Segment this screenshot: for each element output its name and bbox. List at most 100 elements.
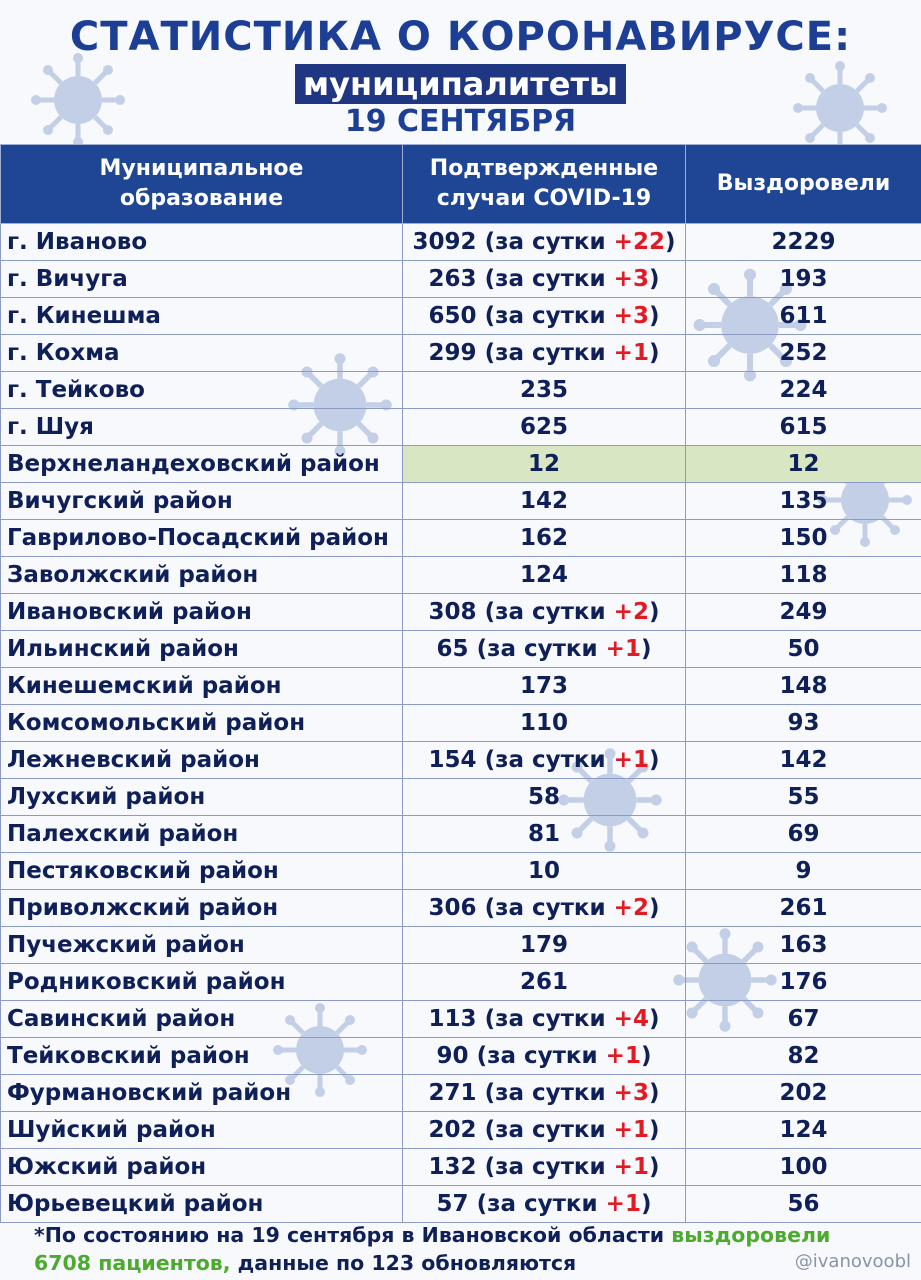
page-date: 19 СЕНТЯБРЯ: [344, 104, 577, 139]
delta-prefix: (за сутки: [484, 599, 614, 625]
confirmed-value: 3092: [412, 229, 477, 255]
delta-prefix: (за сутки: [484, 1006, 614, 1032]
confirmed-value: 10: [527, 858, 560, 884]
delta-suffix: ): [664, 229, 676, 255]
recovered-cell: 176: [685, 963, 921, 1001]
stats-table: Муниципальное образование Подтвержденные…: [0, 144, 921, 1223]
confirmed-value: 271: [428, 1080, 477, 1106]
recovered-cell: 249: [685, 593, 921, 631]
daily-delta: +22: [613, 229, 665, 255]
municipality-name: Родниковский район: [0, 963, 403, 1001]
column-header-line: образование: [119, 186, 284, 211]
subtitle-wrap: муниципалитеты: [0, 64, 921, 104]
confirmed-cell: 261: [402, 963, 686, 1001]
delta-prefix: (за сутки: [484, 303, 614, 329]
column-header-line: случаи COVID-19: [436, 186, 652, 211]
municipality-name: Ильинский район: [0, 630, 403, 668]
delta-prefix: (за сутки: [476, 1043, 606, 1069]
daily-delta: +3: [613, 266, 649, 292]
recovered-cell: 118: [685, 556, 921, 594]
recovered-cell: 12: [685, 445, 921, 483]
municipality-name: Верхнеландеховский район: [0, 445, 403, 483]
municipality-name: Южский район: [0, 1148, 403, 1186]
daily-delta: +3: [613, 1080, 649, 1106]
confirmed-value: 650: [428, 303, 477, 329]
table-row: Савинский район 113 (за сутки +4) 67: [0, 1000, 921, 1038]
delta-prefix: (за сутки: [484, 1080, 614, 1106]
footnote-text-end: данные по 123 обновляются: [230, 1251, 577, 1275]
column-header-line: Подтвержденные: [429, 156, 659, 181]
confirmed-value: 58: [527, 784, 560, 810]
delta-suffix: ): [648, 1006, 660, 1032]
footnote-text: *По состоянию на 19 сентября в Ивановско…: [34, 1223, 672, 1247]
table-row: Комсомольский район 110 93: [0, 704, 921, 742]
municipality-name: г. Вичуга: [0, 260, 403, 298]
confirmed-value: 132: [428, 1154, 477, 1180]
confirmed-cell: 625: [402, 408, 686, 446]
table-row: г. Иваново 3092 (за сутки +22) 2229: [0, 223, 921, 261]
column-header-confirmed: Подтвержденные случаи COVID-19: [402, 144, 686, 224]
municipality-name: Ивановский район: [0, 593, 403, 631]
table-row: Ильинский район 65 (за сутки +1) 50: [0, 630, 921, 668]
confirmed-cell: 142: [402, 482, 686, 520]
delta-suffix: ): [640, 1043, 652, 1069]
delta-prefix: (за сутки: [484, 1154, 614, 1180]
confirmed-value: 113: [428, 1006, 477, 1032]
delta-suffix: ): [648, 1154, 660, 1180]
table-row: Шуйский район 202 (за сутки +1) 124: [0, 1111, 921, 1149]
municipality-name: Юрьевецкий район: [0, 1185, 403, 1223]
confirmed-cell: 132 (за сутки +1): [402, 1148, 686, 1186]
confirmed-cell: 3092 (за сутки +22): [402, 223, 686, 261]
table-body: г. Иваново 3092 (за сутки +22) 2229 г. Вичу…: [0, 223, 921, 1223]
table-row: Фурмановский район 271 (за сутки +3) 202: [0, 1074, 921, 1112]
confirmed-value: 308: [428, 599, 477, 625]
delta-suffix: ): [640, 636, 652, 662]
recovered-cell: 615: [685, 408, 921, 446]
confirmed-value: 263: [428, 266, 477, 292]
confirmed-value: 90: [436, 1043, 469, 1069]
table-row: Юрьевецкий район 57 (за сутки +1) 56: [0, 1185, 921, 1223]
delta-suffix: ): [648, 266, 660, 292]
confirmed-value: 142: [519, 488, 568, 514]
confirmed-value: 625: [519, 414, 568, 440]
delta-suffix: ): [648, 1117, 660, 1143]
table-row: Гаврилово-Посадский район 162 150: [0, 519, 921, 557]
municipality-name: г. Иваново: [0, 223, 403, 261]
social-handle: @ivanovoobl: [794, 1251, 911, 1272]
delta-prefix: (за сутки: [476, 636, 606, 662]
daily-delta: +2: [613, 599, 649, 625]
footnote: *По состоянию на 19 сентября в Ивановско…: [34, 1221, 894, 1277]
recovered-cell: 135: [685, 482, 921, 520]
daily-delta: +1: [613, 747, 649, 773]
delta-prefix: (за сутки: [484, 1117, 614, 1143]
municipality-name: Палехский район: [0, 815, 403, 853]
table-row: Лухский район 58 55: [0, 778, 921, 816]
column-header-recovered: Выздоровели: [685, 144, 921, 224]
column-header-line: Муниципальное: [99, 156, 304, 181]
table-row: г. Шуя 625 615: [0, 408, 921, 446]
table-row: г. Кинешма 650 (за сутки +3) 611: [0, 297, 921, 335]
delta-suffix: ): [648, 1080, 660, 1106]
confirmed-cell: 58: [402, 778, 686, 816]
recovered-cell: 100: [685, 1148, 921, 1186]
municipality-name: Комсомольский район: [0, 704, 403, 742]
delta-prefix: (за сутки: [484, 340, 614, 366]
delta-suffix: ): [648, 599, 660, 625]
table-row: г. Кохма 299 (за сутки +1) 252: [0, 334, 921, 372]
table-row: Ивановский район 308 (за сутки +2) 249: [0, 593, 921, 631]
recovered-cell: 150: [685, 519, 921, 557]
confirmed-value: 261: [519, 969, 568, 995]
confirmed-value: 110: [519, 710, 568, 736]
table-row: Верхнеландеховский район 12 12: [0, 445, 921, 483]
confirmed-value: 65: [436, 636, 469, 662]
recovered-cell: 9: [685, 852, 921, 890]
column-header-municipality: Муниципальное образование: [0, 144, 403, 224]
table-row: Кинешемский район 173 148: [0, 667, 921, 705]
municipality-name: г. Тейково: [0, 371, 403, 409]
municipality-name: Заволжский район: [0, 556, 403, 594]
confirmed-cell: 65 (за сутки +1): [402, 630, 686, 668]
table-row: Приволжский район 306 (за сутки +2) 261: [0, 889, 921, 927]
daily-delta: +2: [613, 895, 649, 921]
confirmed-value: 173: [519, 673, 568, 699]
confirmed-cell: 271 (за сутки +3): [402, 1074, 686, 1112]
